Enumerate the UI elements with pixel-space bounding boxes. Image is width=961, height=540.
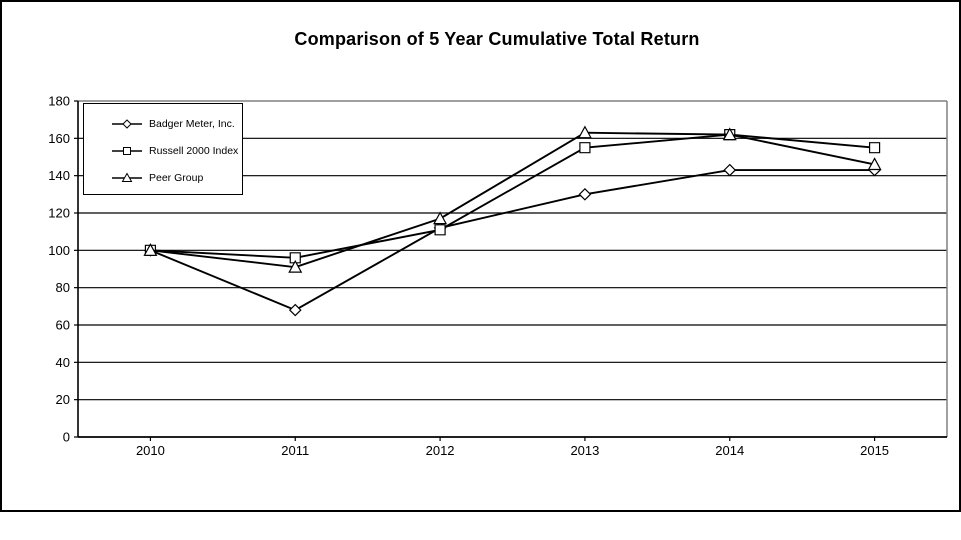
data-point-russell-2000-index-2012 (434, 224, 446, 236)
legend-item-badger-meter: Badger Meter, Inc. (112, 111, 242, 137)
data-point-peer-group-2012 (433, 211, 448, 225)
x-axis-tick-label: 2015 (860, 443, 889, 458)
data-point-peer-group-2013 (577, 125, 592, 139)
chart-outer-border (0, 0, 961, 512)
triangle-marker-icon (112, 172, 142, 182)
y-axis-tick-label: 80 (56, 280, 70, 295)
y-axis-tick-label: 120 (48, 206, 70, 221)
y-axis-tick-label: 100 (48, 243, 70, 258)
legend-box: Badger Meter, Inc. Russell 2000 Index Pe… (83, 103, 243, 195)
series-line-badger-meter-inc (150, 169, 875, 312)
y-axis-tick-label: 180 (48, 94, 70, 109)
data-point-russell-2000-index-2013 (579, 142, 591, 154)
data-point-badger-meter-inc-2011 (288, 303, 302, 317)
series-line-peer-group (150, 131, 875, 269)
data-point-peer-group-2010 (143, 243, 158, 256)
chart-title: Comparison of 5 Year Cumulative Total Re… (294, 29, 700, 49)
x-axis-tick-label: 2013 (570, 443, 599, 458)
legend-label: Peer Group (149, 172, 204, 184)
y-axis-tick-label: 0 (63, 430, 70, 445)
legend-item-peer-group: Peer Group (112, 165, 242, 191)
y-axis-tick-label: 140 (48, 168, 70, 183)
y-axis-tick-label: 40 (56, 355, 70, 370)
series-line-russell-2000-index (150, 133, 875, 259)
square-marker-icon (112, 147, 142, 155)
diamond-marker-icon (112, 119, 142, 129)
data-point-russell-2000-index-2015 (868, 142, 881, 154)
x-axis-tick-label: 2011 (281, 443, 309, 458)
y-axis-tick-label: 160 (48, 131, 70, 146)
data-point-russell-2000-index-2011 (289, 252, 301, 264)
data-point-peer-group-2011 (288, 259, 303, 273)
x-axis-tick-label: 2014 (715, 443, 744, 458)
legend-label: Russell 2000 Index (149, 145, 239, 157)
data-point-peer-group-2014 (722, 127, 737, 141)
legend-item-russell-2000: Russell 2000 Index (112, 138, 242, 164)
x-axis-tick-label: 2012 (426, 443, 455, 458)
data-point-badger-meter-inc-2013 (578, 187, 592, 201)
legend-label: Badger Meter, Inc. (149, 118, 235, 130)
y-axis-tick-label: 60 (56, 318, 70, 333)
y-axis-tick-label: 20 (56, 392, 70, 407)
data-point-badger-meter-inc-2014 (723, 163, 737, 177)
data-point-peer-group-2015 (867, 157, 882, 171)
x-axis-tick-label: 2010 (136, 443, 165, 458)
